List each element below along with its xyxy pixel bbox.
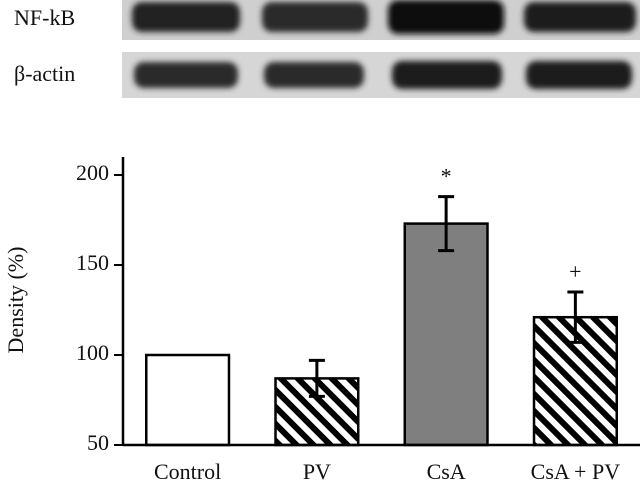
error-bar <box>438 195 455 253</box>
blot-label: β-actin <box>14 61 75 86</box>
significance-mark: * <box>441 164 452 189</box>
y-tick-label: 200 <box>76 160 109 185</box>
y-tick-label: 150 <box>76 250 109 275</box>
y-tick-label: 50 <box>87 430 109 455</box>
blot-image <box>122 0 640 98</box>
x-tick-label: Control <box>154 459 221 484</box>
x-tick-label: CsA + PV <box>531 459 621 484</box>
x-tick-label: PV <box>303 459 331 484</box>
bar <box>403 222 489 447</box>
error-bar <box>308 358 325 398</box>
error-bar <box>567 290 584 344</box>
bar <box>145 353 231 447</box>
x-tick-label: CsA <box>427 459 466 484</box>
y-axis-label: Density (%) <box>3 247 28 354</box>
y-tick-label: 100 <box>76 340 109 365</box>
significance-mark: + <box>569 259 581 284</box>
blot-label: NF-kB <box>14 5 75 30</box>
